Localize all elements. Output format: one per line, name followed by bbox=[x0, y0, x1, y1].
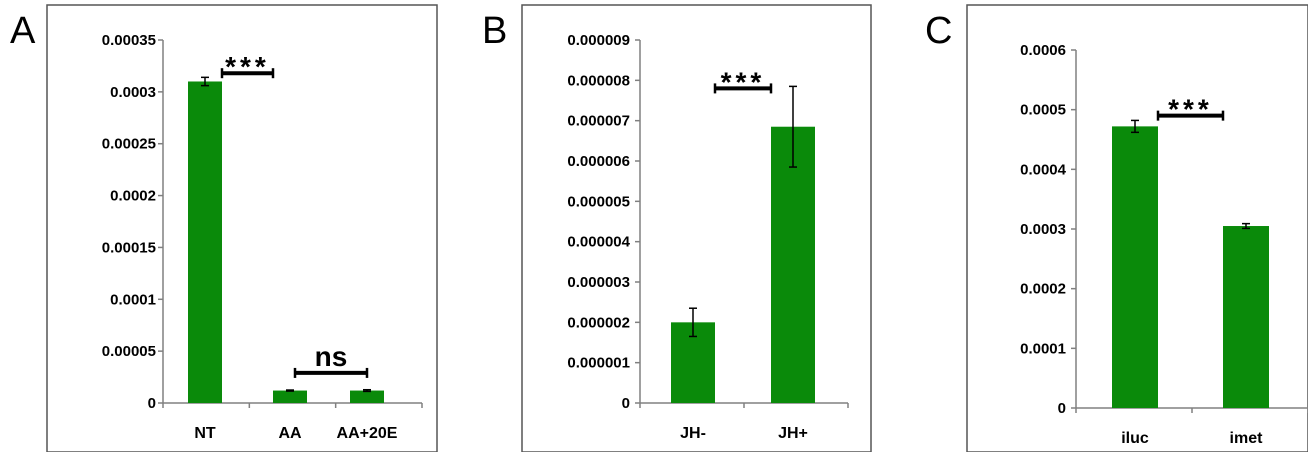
bar bbox=[350, 390, 384, 403]
y-tick-label: 0 bbox=[622, 395, 630, 412]
y-tick-label: 0.000002 bbox=[567, 314, 630, 331]
y-tick-label: 0.000003 bbox=[567, 274, 630, 291]
panel-frame bbox=[46, 4, 438, 452]
x-category-label: iluc bbox=[1121, 430, 1149, 447]
panel-letter: A bbox=[10, 10, 36, 52]
x-category-label: imet bbox=[1230, 430, 1264, 447]
y-tick-label: 0.00005 bbox=[102, 343, 156, 360]
significance-label: *** bbox=[225, 51, 270, 82]
x-category-label: JH+ bbox=[778, 425, 808, 442]
y-tick-label: 0.0004 bbox=[1020, 161, 1067, 178]
x-category-label: NT bbox=[194, 425, 216, 442]
y-tick-label: 0.0002 bbox=[1020, 281, 1066, 298]
y-tick-label: 0 bbox=[148, 395, 156, 412]
y-tick-label: 0.0002 bbox=[110, 188, 156, 205]
panel-letter: B bbox=[482, 10, 507, 52]
panel-letter: C bbox=[925, 10, 952, 52]
y-tick-label: 0.00025 bbox=[102, 136, 156, 153]
y-tick-label: 0.00035 bbox=[102, 32, 156, 49]
y-tick-label: 0.0005 bbox=[1020, 102, 1066, 119]
y-tick-label: 0.0001 bbox=[1020, 340, 1066, 357]
y-tick-label: 0.000001 bbox=[567, 355, 630, 372]
y-tick-label: 0.000008 bbox=[567, 72, 630, 89]
y-tick-label: 0.000005 bbox=[567, 193, 630, 210]
x-category-label: AA bbox=[278, 425, 302, 442]
y-tick-label: 0.0003 bbox=[110, 84, 156, 101]
bar bbox=[771, 126, 815, 403]
y-tick-label: 0.000007 bbox=[567, 113, 630, 130]
x-category-label: AA+20E bbox=[337, 425, 398, 442]
chart-panels: A 0 0.00005 0.0001 0.00015 0.0002 0.00025 0.000… bbox=[10, 4, 1308, 452]
y-tick-label: 0.0001 bbox=[110, 291, 156, 308]
y-tick-label: 0 bbox=[1058, 400, 1066, 417]
bar bbox=[1223, 226, 1269, 408]
bar bbox=[188, 81, 222, 403]
y-tick-label: 0.000004 bbox=[567, 234, 630, 251]
significance-label: *** bbox=[721, 66, 766, 97]
x-category-label: JH- bbox=[680, 425, 706, 442]
bar bbox=[1112, 126, 1158, 408]
y-tick-label: 0.0003 bbox=[1020, 221, 1066, 238]
chart-panel-b: B 0 0.000001 0.000002 0.000003 0.000004 0.0000… bbox=[482, 4, 872, 452]
y-tick-label: 0.0006 bbox=[1020, 42, 1066, 59]
significance-label: *** bbox=[1168, 94, 1213, 125]
significance-label: ns bbox=[315, 341, 348, 372]
y-tick-label: 0.000009 bbox=[567, 32, 630, 49]
chart-panel-c: C 0 0.0001 0.0002 0.0003 0.0004 0.0005 0.0006 il… bbox=[925, 4, 1308, 452]
y-tick-label: 0.000006 bbox=[567, 153, 630, 170]
y-tick-label: 0.00015 bbox=[102, 239, 156, 256]
bar bbox=[273, 390, 307, 403]
chart-panel-a: A 0 0.00005 0.0001 0.00015 0.0002 0.00025 0.000… bbox=[10, 4, 438, 452]
